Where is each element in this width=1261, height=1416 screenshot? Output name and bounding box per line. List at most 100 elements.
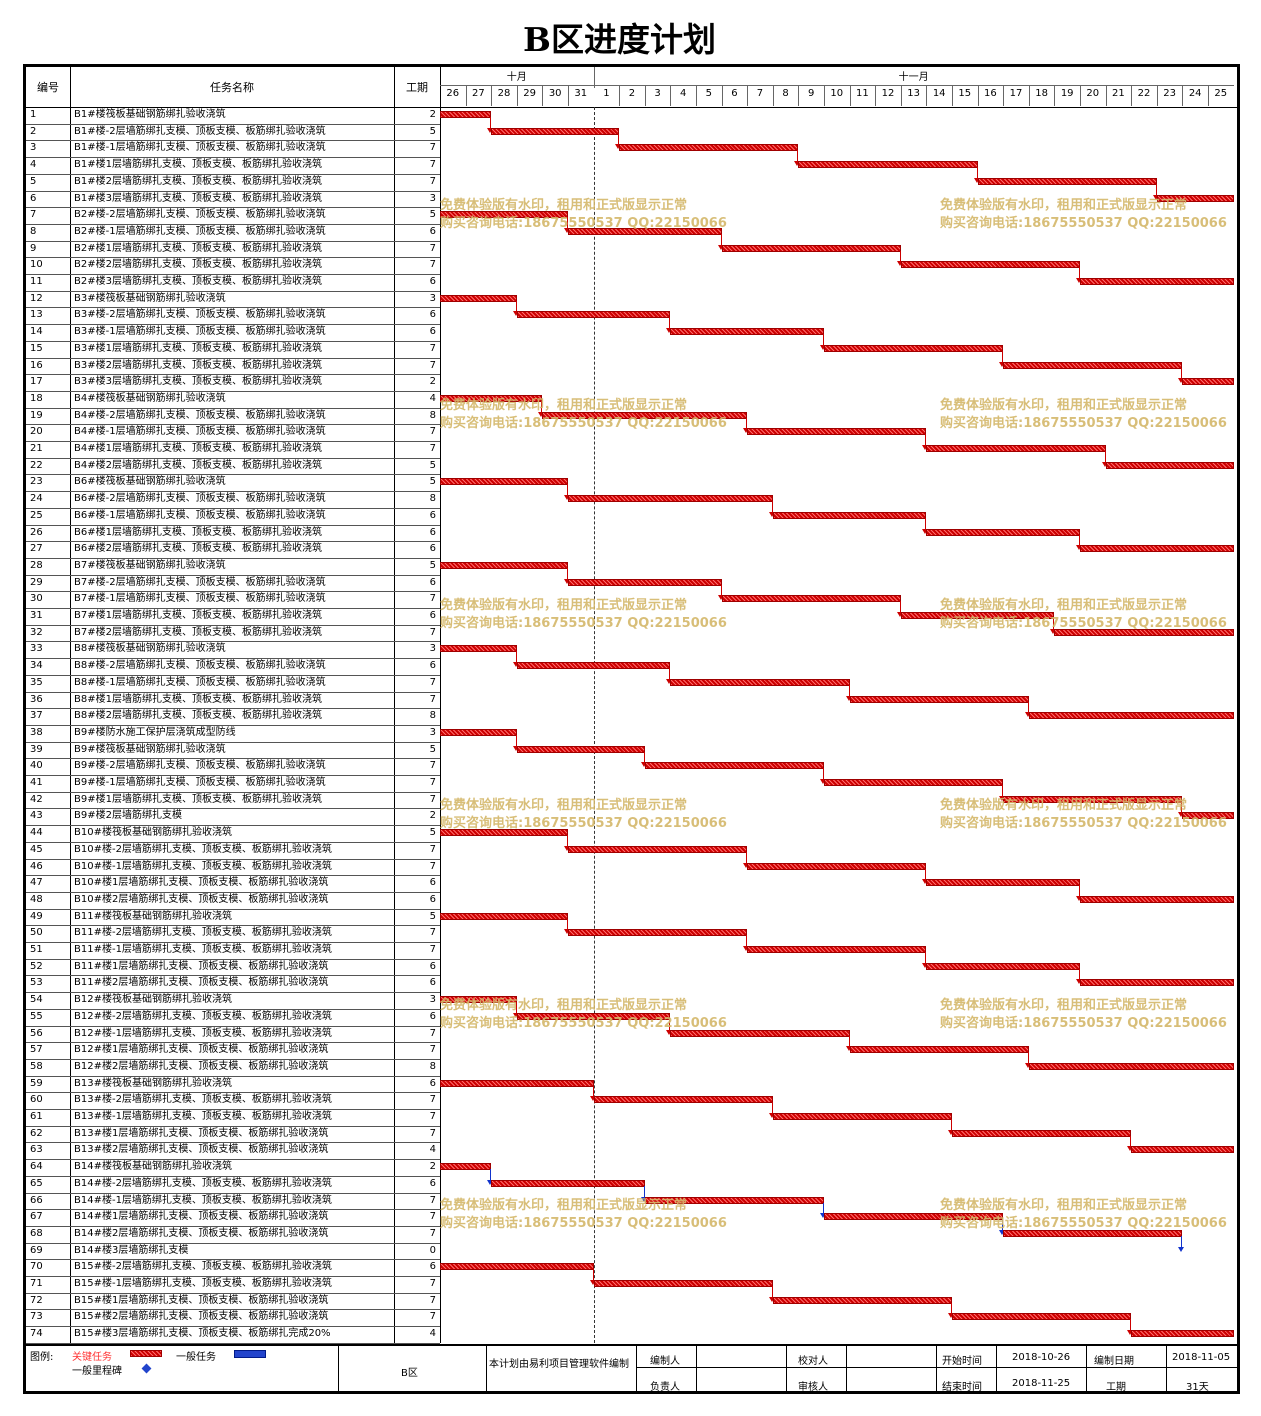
task-bar[interactable] [926,445,1106,452]
task-bar[interactable] [542,411,748,419]
task-bar[interactable] [772,1296,952,1304]
task-bar[interactable] [1003,795,1183,803]
task-bar[interactable] [824,779,1004,786]
task-bar[interactable] [747,862,927,870]
task-bar[interactable] [977,177,1157,185]
task-bar[interactable] [926,879,1080,887]
task-bar[interactable] [440,912,568,920]
task-bar[interactable] [900,612,1055,619]
task-name: B7#楼-2层墙筋绑扎支模、顶板支模、板筋绑扎验收浇筑 [74,576,326,588]
header-day: 8 [782,88,789,99]
task-bar[interactable] [619,144,799,152]
task-bar[interactable] [670,678,850,686]
task-bar[interactable] [824,344,1004,352]
dependency-line [823,334,824,347]
task-bar[interactable] [798,161,978,169]
task-bar[interactable] [568,495,773,503]
header-day: 7 [756,88,764,99]
task-bar[interactable] [1028,712,1234,720]
task-bar[interactable] [568,845,748,853]
task-bar[interactable] [440,1163,492,1171]
task-bar[interactable] [747,946,927,953]
task-bar[interactable] [440,294,517,302]
task-bar[interactable] [568,578,722,586]
task-bar[interactable] [772,511,927,519]
task-bar[interactable] [593,1280,773,1287]
task-bar[interactable] [1182,812,1234,820]
row-divider [26,992,440,994]
task-id: 8 [30,225,37,237]
task-bar[interactable] [440,478,568,486]
task-bar[interactable] [952,1313,1132,1321]
task-bar[interactable] [440,211,568,219]
task-duration: 7 [429,359,436,371]
task-bar[interactable] [593,1096,773,1104]
row-divider [26,891,440,893]
task-bar[interactable] [772,1113,952,1120]
task-bar[interactable] [1080,278,1234,285]
task-duration: 7 [429,1278,436,1289]
task-bar[interactable] [1003,1229,1183,1237]
header-day: 1 [603,88,610,99]
task-bar[interactable] [721,244,901,252]
task-bar[interactable] [516,662,671,670]
task-bar[interactable] [516,1012,671,1020]
task-id: 31 [30,610,43,621]
task-bar[interactable] [440,996,517,1004]
task-bar[interactable] [670,1029,850,1037]
task-bar[interactable] [952,1129,1132,1137]
task-bar[interactable] [1156,194,1234,202]
task-bar[interactable] [1054,628,1234,636]
task-bar[interactable] [747,428,927,436]
dependency-line [848,684,850,698]
task-bar[interactable] [568,227,722,235]
task-bar[interactable] [849,695,1029,703]
task-bar[interactable] [440,728,517,736]
task-bar[interactable] [440,1263,594,1271]
task-id: 11 [30,276,43,287]
task-bar[interactable] [440,561,568,569]
task-bar[interactable] [440,829,568,837]
task-bar[interactable] [644,1196,824,1204]
task-bar[interactable] [440,1079,594,1087]
task-duration: 5 [429,459,436,471]
task-duration: 7 [429,142,436,154]
task-name: B9#楼筏板基础钢筋绑扎验收浇筑 [74,743,226,755]
task-bar[interactable] [440,645,517,653]
task-bar[interactable] [440,111,492,118]
footer-top-line [26,1343,1237,1346]
task-bar[interactable] [1131,1330,1234,1338]
day-divider [542,85,544,106]
task-id: 34 [30,660,43,672]
task-bar[interactable] [900,261,1080,269]
task-bar[interactable] [568,929,748,937]
task-bar[interactable] [440,394,543,402]
dependency-arrowhead [512,662,519,668]
task-bar[interactable] [824,1213,1004,1221]
task-bar[interactable] [849,1046,1029,1054]
task-bar[interactable] [1182,378,1234,386]
row-divider [26,390,440,392]
task-bar[interactable] [721,595,901,603]
task-bar[interactable] [516,745,645,753]
task-bar[interactable] [1028,1062,1234,1070]
task-bar[interactable] [491,1179,645,1187]
task-bar[interactable] [516,311,671,319]
task-bar[interactable] [1080,545,1234,553]
legend-milestone-label: 一般里程碑 [72,1365,122,1377]
task-name: B13#楼-1层墙筋绑扎支模、顶板支模、板筋绑扎验收浇筑 [74,1111,332,1122]
task-name: B14#楼筏板基础钢筋绑扎验收浇筑 [74,1161,232,1173]
watermark-line-1: 免费体验版有水印，租用和正式版显示正常 [440,1198,688,1213]
task-bar[interactable] [926,962,1080,970]
task-bar[interactable] [644,762,824,770]
task-bar[interactable] [1080,895,1234,903]
task-bar[interactable] [670,328,824,336]
task-bar[interactable] [1003,361,1183,369]
task-bar[interactable] [1105,461,1234,469]
task-name: B3#楼筏板基础钢筋绑扎验收浇筑 [74,292,226,304]
task-bar[interactable] [1131,1146,1234,1154]
task-bar[interactable] [926,528,1080,536]
task-bar[interactable] [491,127,620,135]
dependency-line [1130,1135,1132,1149]
task-bar[interactable] [1080,979,1234,987]
